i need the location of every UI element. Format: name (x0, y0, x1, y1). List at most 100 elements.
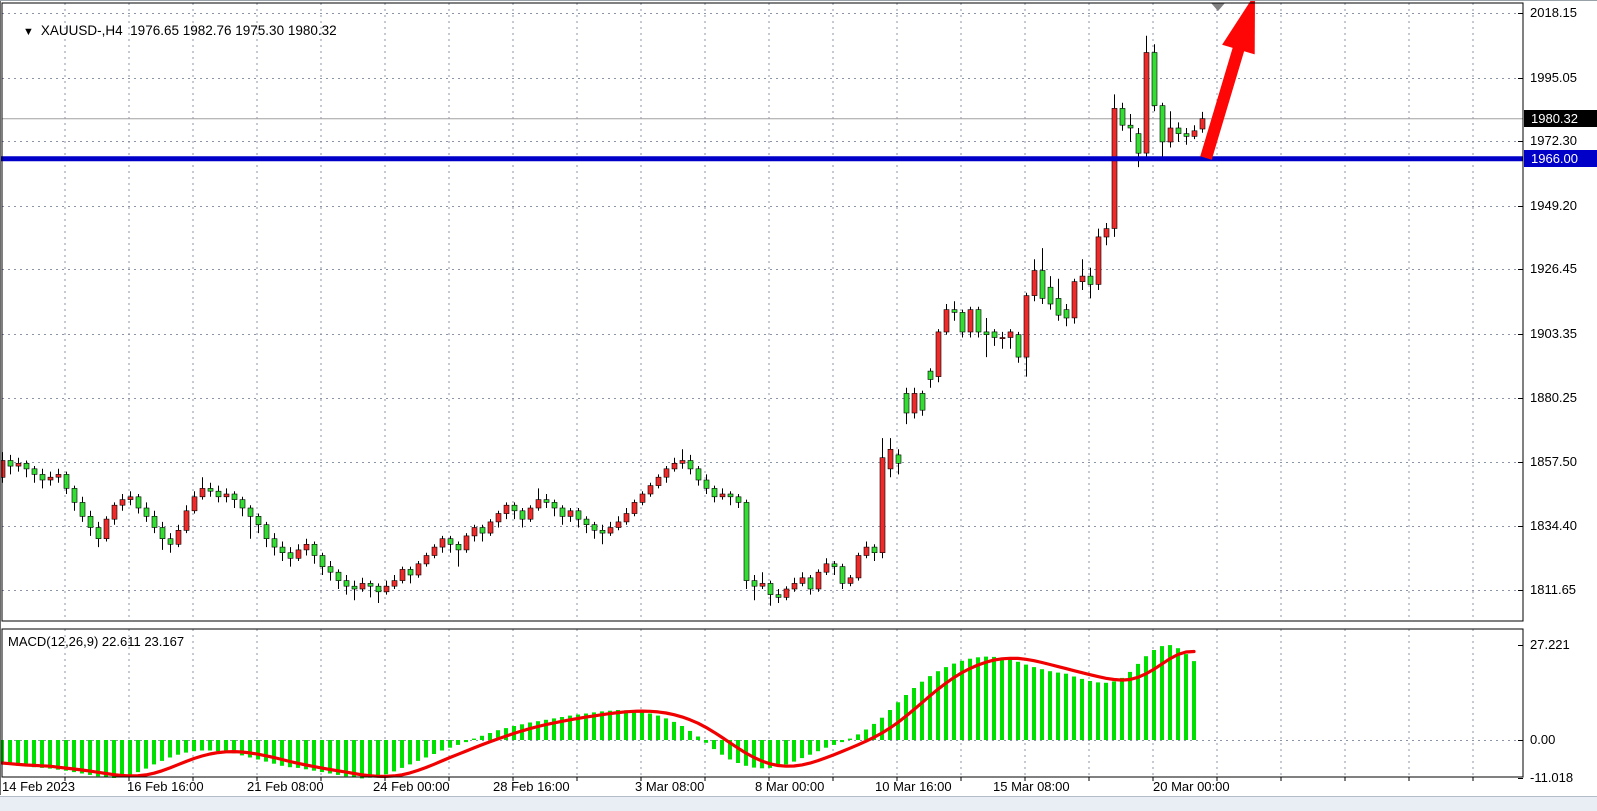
candle-body (935, 331, 942, 377)
candle-body (39, 474, 46, 481)
bid-price-badge: 1980.32 (1524, 110, 1597, 127)
candle-body (167, 538, 174, 545)
price-tick-label: 1834.40 (1530, 518, 1577, 534)
trend-arrow[interactable] (1200, 0, 1255, 160)
candle-body (263, 524, 270, 540)
candle-body (703, 479, 710, 489)
price-tick-label: 1811.65 (1530, 581, 1577, 597)
candle-body (719, 493, 726, 498)
candle-body (399, 569, 406, 581)
price-tick-label: 1972.30 (1530, 133, 1577, 149)
candle-body (951, 309, 958, 313)
candle-body (687, 460, 694, 470)
candle-body (1063, 309, 1070, 319)
candle-body (15, 462, 22, 467)
price-tick-label: 1857.50 (1530, 453, 1577, 469)
candle-body (79, 502, 86, 517)
candle-body (863, 546, 870, 556)
candle-body (23, 462, 30, 470)
symbol-title: ▼ XAUUSD-,H4 1976.65 1982.76 1975.30 1980… (8, 8, 337, 53)
candle-body (1055, 298, 1062, 316)
candle-body (527, 507, 534, 520)
candle-body (455, 543, 462, 551)
candle-body (383, 585, 390, 593)
candle-body (1175, 127, 1182, 134)
candle-body (319, 555, 326, 567)
symbol-dropdown-icon[interactable]: ▼ (23, 26, 34, 38)
candle-body (1031, 270, 1038, 296)
candle-body (1135, 133, 1142, 154)
time-tick-label: 28 Feb 16:00 (493, 779, 570, 794)
candle-body (71, 488, 78, 503)
symbol-ohlc-text: XAUUSD-,H4 1976.65 1982.76 1975.30 1980.… (40, 23, 337, 38)
candle-body (855, 555, 862, 579)
candle-body (975, 309, 982, 333)
price-tick-label: 1880.25 (1530, 390, 1577, 406)
time-tick-label: 8 Mar 00:00 (755, 779, 825, 794)
candle-body (447, 538, 454, 545)
macd-tick-label: -11.018 (1530, 770, 1574, 786)
candle-body (1047, 286, 1054, 305)
candle-body (199, 488, 206, 498)
candle-body (1039, 270, 1046, 299)
candle-body (759, 583, 766, 587)
candle-body (407, 569, 414, 576)
time-tick-label: 20 Mar 00:00 (1153, 779, 1230, 794)
candle-body (127, 496, 134, 500)
candle-body (567, 510, 574, 517)
candle-body (1079, 275, 1086, 283)
candle-body (359, 583, 366, 590)
candlestick-series (0, 35, 1206, 606)
candle-body (631, 502, 638, 514)
time-tick-label: 15 Mar 08:00 (993, 779, 1070, 794)
candle-body (143, 507, 150, 517)
candle-body (87, 515, 94, 528)
candle-body (335, 571, 342, 581)
candle-body (1015, 334, 1022, 358)
candle-body (223, 493, 230, 498)
candle-body (871, 546, 878, 553)
candle-body (119, 499, 126, 506)
candle-body (311, 543, 318, 556)
candle-body (1095, 236, 1102, 285)
candle-body (599, 529, 606, 534)
candle-body (1183, 133, 1190, 137)
chart-shift-marker-icon[interactable] (1211, 3, 1225, 11)
candle-body (487, 521, 494, 534)
time-tick-label: 16 Feb 16:00 (127, 779, 204, 794)
candle-body (439, 538, 446, 548)
candle-body (767, 583, 774, 595)
hline-price-badge: 1966.00 (1524, 150, 1597, 167)
candle-body (679, 460, 686, 464)
candle-body (367, 583, 374, 587)
candle-body (135, 496, 142, 509)
candle-body (663, 468, 670, 478)
candle-body (287, 552, 294, 559)
time-tick-label: 10 Mar 16:00 (875, 779, 952, 794)
candle-body (671, 462, 678, 470)
candle-body (967, 309, 974, 333)
candle-body (743, 502, 750, 581)
candle-body (983, 331, 990, 335)
candle-body (47, 476, 54, 481)
candle-body (1111, 108, 1118, 229)
candle-body (1191, 130, 1198, 137)
candle-body (799, 577, 806, 584)
candle-body (847, 577, 854, 584)
candle-body (695, 468, 702, 481)
price-tick-label: 2018.15 (1530, 5, 1577, 20)
candle-body (1159, 105, 1166, 143)
candle-body (191, 496, 198, 512)
candle-body (655, 476, 662, 486)
candle-body (943, 309, 950, 333)
candle-body (1199, 118, 1206, 130)
candle-body (295, 549, 302, 559)
price-tick-label: 1995.05 (1530, 69, 1577, 85)
candle-body (415, 563, 422, 576)
candle-body (775, 594, 782, 598)
candle-body (895, 454, 902, 464)
candle-body (391, 580, 398, 587)
candle-body (535, 499, 542, 509)
